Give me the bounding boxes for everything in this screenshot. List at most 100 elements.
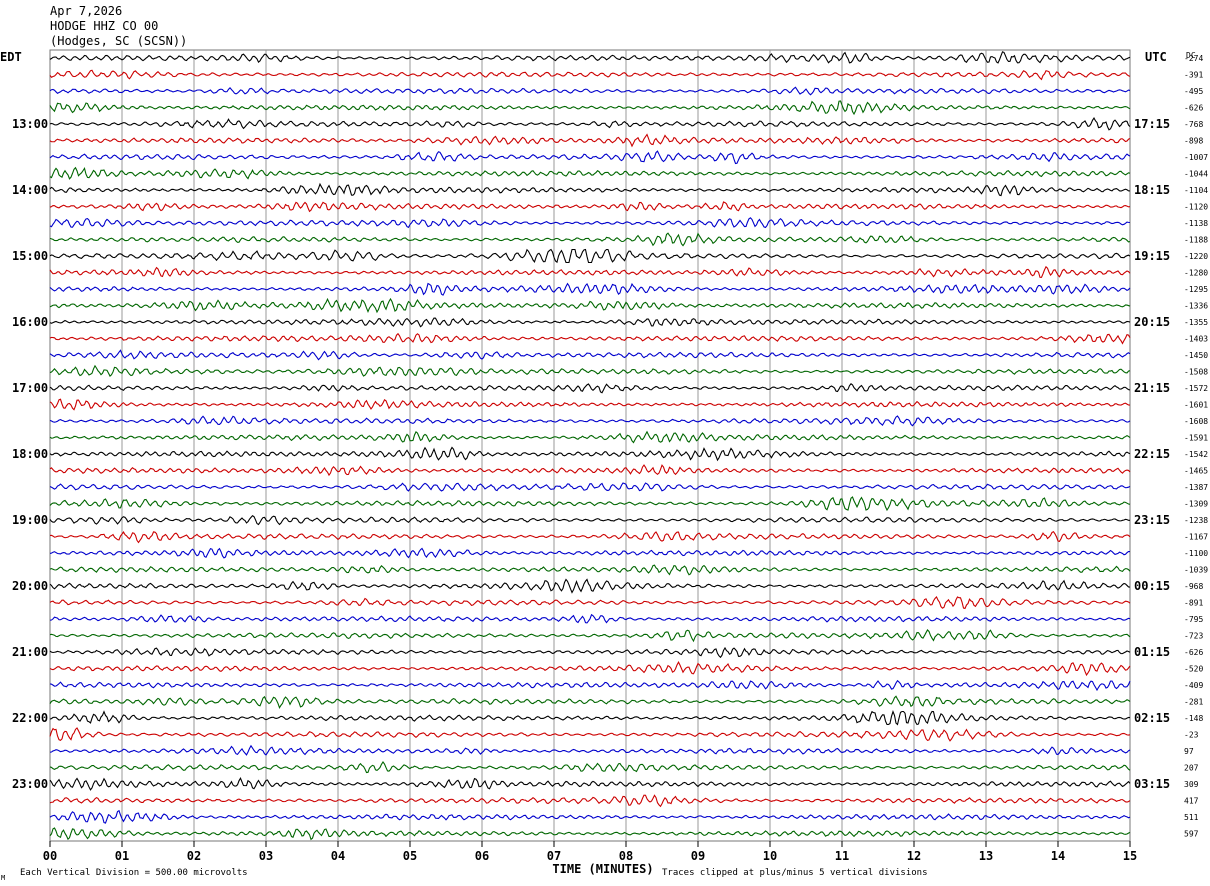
seismic-trace bbox=[49, 695, 1131, 710]
x-axis-title: TIME (MINUTES) bbox=[552, 862, 653, 876]
seismic-trace bbox=[49, 710, 1131, 726]
dc-offset-label: -898 bbox=[1184, 137, 1203, 146]
seismic-trace bbox=[49, 150, 1131, 165]
seismic-trace bbox=[49, 776, 1131, 791]
seismic-trace bbox=[49, 827, 1131, 841]
seismic-trace bbox=[49, 446, 1131, 462]
seismic-trace bbox=[49, 51, 1131, 64]
header-date: Apr 7,2026 bbox=[50, 4, 123, 18]
dc-offset-label: -495 bbox=[1184, 87, 1203, 96]
seismic-trace bbox=[49, 564, 1131, 576]
right-hour-label: 19:15 bbox=[1134, 249, 1170, 263]
dc-offset-label: -1601 bbox=[1184, 401, 1208, 410]
dc-offset-label: -1167 bbox=[1184, 533, 1208, 542]
left-hour-label: 17:00 bbox=[12, 381, 48, 395]
left-hour-label: 23:00 bbox=[12, 777, 48, 791]
dc-offset-label: -1450 bbox=[1184, 351, 1208, 360]
dc-offset-label: -891 bbox=[1184, 599, 1203, 608]
left-hour-label: 22:00 bbox=[12, 711, 48, 725]
right-hour-label: 22:15 bbox=[1134, 447, 1170, 461]
dc-header-label: DC bbox=[1186, 51, 1196, 60]
seismic-trace bbox=[49, 660, 1131, 677]
dc-offset-label: -1100 bbox=[1184, 549, 1208, 558]
left-hour-label: 18:00 bbox=[12, 447, 48, 461]
x-tick-label: 06 bbox=[475, 849, 489, 863]
seismic-trace bbox=[49, 317, 1131, 328]
x-tick-label: 10 bbox=[763, 849, 777, 863]
seismic-trace bbox=[49, 100, 1131, 116]
seismic-trace bbox=[49, 297, 1131, 314]
dc-offset-label: -626 bbox=[1184, 648, 1203, 657]
seismic-trace bbox=[49, 382, 1131, 394]
x-tick-label: 01 bbox=[115, 849, 129, 863]
seismic-trace bbox=[49, 116, 1131, 131]
clip-note: Traces clipped at plus/minus 5 vertical … bbox=[662, 868, 928, 878]
dc-offset-label: -1039 bbox=[1184, 566, 1208, 575]
dc-offset-label: 309 bbox=[1184, 780, 1199, 789]
left-hour-label: 21:00 bbox=[12, 645, 48, 659]
header-location: (Hodges, SC (SCSN)) bbox=[50, 34, 188, 48]
seismic-trace bbox=[49, 646, 1131, 659]
x-tick-label: 04 bbox=[331, 849, 345, 863]
right-zone-label: UTC bbox=[1145, 50, 1167, 64]
x-tick-label: 15 bbox=[1123, 849, 1137, 863]
right-hour-label: 00:15 bbox=[1134, 579, 1170, 593]
seismic-trace bbox=[49, 415, 1131, 427]
dc-offset-label: -1007 bbox=[1184, 153, 1208, 162]
dc-offset-label: -968 bbox=[1184, 582, 1203, 591]
right-hour-label: 17:15 bbox=[1134, 117, 1170, 131]
dc-offset-label: -274 bbox=[1184, 54, 1203, 63]
dc-offset-label: -391 bbox=[1184, 71, 1203, 80]
seismic-trace bbox=[49, 679, 1131, 692]
left-hour-label: 20:00 bbox=[12, 579, 48, 593]
dc-offset-label: -1104 bbox=[1184, 186, 1208, 195]
dc-offset-label: -281 bbox=[1184, 698, 1203, 707]
left-hour-label: 13:00 bbox=[12, 117, 48, 131]
dc-offset-label: -1138 bbox=[1184, 219, 1208, 228]
right-hour-label: 20:15 bbox=[1134, 315, 1170, 329]
left-hour-label: 15:00 bbox=[12, 249, 48, 263]
seismic-trace bbox=[49, 133, 1131, 148]
dc-offset-label: 511 bbox=[1184, 813, 1199, 822]
x-tick-label: 12 bbox=[907, 849, 921, 863]
trace-group bbox=[49, 51, 1131, 841]
dc-offset-label: -768 bbox=[1184, 120, 1203, 129]
dc-offset-label: -1336 bbox=[1184, 302, 1208, 311]
dc-offset-label: -148 bbox=[1184, 714, 1203, 723]
dc-offset-label: -795 bbox=[1184, 615, 1203, 624]
x-tick-label: 02 bbox=[187, 849, 201, 863]
corner-mark: M bbox=[1, 874, 5, 882]
dc-offset-label: 97 bbox=[1184, 747, 1194, 756]
dc-offset-label: -1280 bbox=[1184, 269, 1208, 278]
seismic-trace bbox=[49, 530, 1131, 544]
seismic-trace bbox=[49, 201, 1131, 213]
x-tick-label: 03 bbox=[259, 849, 273, 863]
seismic-trace bbox=[49, 69, 1131, 81]
seismic-trace bbox=[49, 430, 1131, 444]
dc-offset-label: -1120 bbox=[1184, 203, 1208, 212]
seismic-trace bbox=[49, 248, 1131, 264]
dc-offset-label: -23 bbox=[1184, 731, 1199, 740]
left-zone-label: EDT bbox=[0, 50, 22, 64]
dc-offset-label: -1387 bbox=[1184, 483, 1208, 492]
dc-offset-label: -1309 bbox=[1184, 500, 1208, 509]
dc-offset-label: -1572 bbox=[1184, 384, 1208, 393]
plot-frame bbox=[49, 49, 1131, 842]
dc-offset-label: -1295 bbox=[1184, 285, 1208, 294]
right-hour-label: 01:15 bbox=[1134, 645, 1170, 659]
seismic-trace bbox=[49, 595, 1131, 610]
left-hour-label: 16:00 bbox=[12, 315, 48, 329]
seismic-trace bbox=[49, 349, 1131, 361]
seismic-trace bbox=[49, 464, 1131, 477]
dc-offset-label: 417 bbox=[1184, 797, 1199, 806]
right-hour-label: 23:15 bbox=[1134, 513, 1170, 527]
seismic-trace bbox=[49, 761, 1131, 774]
x-tick-label: 14 bbox=[1051, 849, 1065, 863]
right-hour-label: 18:15 bbox=[1134, 183, 1170, 197]
seismic-trace bbox=[49, 398, 1131, 411]
seismic-trace bbox=[49, 515, 1131, 526]
x-tick-label: 08 bbox=[619, 849, 633, 863]
seismic-trace bbox=[49, 496, 1131, 512]
x-tick-label: 00 bbox=[43, 849, 57, 863]
